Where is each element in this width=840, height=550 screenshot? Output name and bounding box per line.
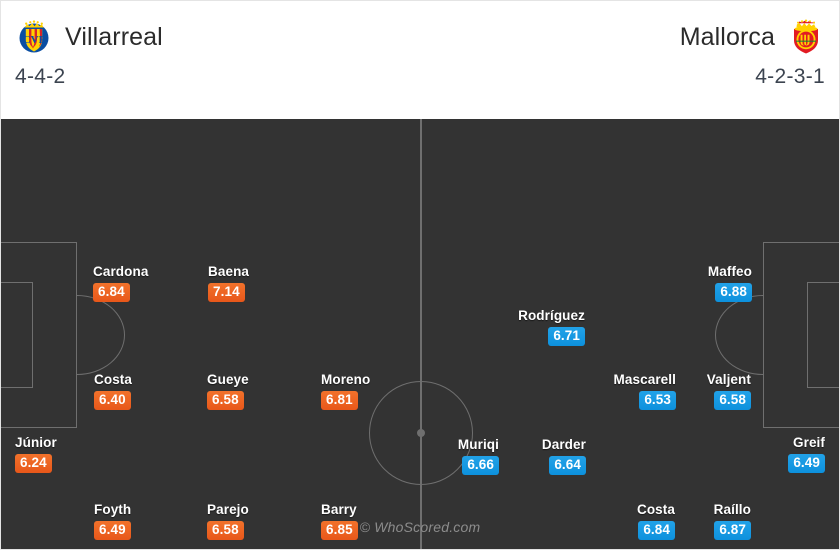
player-rating-badge: 6.84 [93, 283, 130, 302]
home-team-name: Villarreal [65, 22, 163, 51]
player-card[interactable]: Mascarell 6.53 [614, 372, 676, 410]
home-team-block: CVF Villarreal 4-4-2 [15, 17, 163, 89]
player-rating-badge: 6.85 [321, 521, 358, 540]
away-team-name: Mallorca [679, 22, 775, 51]
player-name: Raíllo [713, 502, 751, 517]
player-rating-badge: 6.58 [207, 521, 244, 540]
player-rating-badge: 6.88 [715, 283, 752, 302]
villarreal-crest-icon: CVF [15, 18, 53, 56]
player-name: Parejo [207, 502, 249, 517]
player-card[interactable]: Júnior 6.24 [15, 435, 57, 473]
player-card[interactable]: Darder 6.64 [542, 437, 586, 475]
player-name: Maffeo [707, 264, 752, 279]
player-card[interactable]: Foyth 6.49 [94, 502, 131, 540]
player-name: Gueye [207, 372, 249, 387]
player-name: Baena [208, 264, 250, 279]
match-header: CVF Villarreal 4-4-2 Mallorca [0, 0, 840, 119]
penalty-arc-left [77, 295, 125, 375]
player-name: Muriqi [457, 437, 499, 452]
player-card[interactable]: Valjent 6.58 [707, 372, 751, 410]
player-card[interactable]: Maffeo 6.88 [708, 264, 752, 302]
player-card[interactable]: Parejo 6.58 [207, 502, 249, 540]
center-circle [369, 381, 473, 485]
player-name: Greif [792, 435, 825, 450]
player-name: Costa [636, 502, 675, 517]
player-name: Rodríguez [518, 308, 585, 323]
goal-box-left [1, 282, 33, 388]
player-name: Costa [94, 372, 133, 387]
penalty-box-left [1, 242, 77, 428]
player-name: Barry [321, 502, 357, 517]
player-name: Mascarell [613, 372, 676, 387]
away-team-block: Mallorca [680, 17, 825, 89]
goal-box-right [807, 282, 839, 388]
player-card[interactable]: Baena 7.14 [208, 264, 249, 302]
mallorca-crest-icon [787, 18, 825, 56]
player-name: Valjent [706, 372, 751, 387]
player-card[interactable]: Gueye 6.58 [207, 372, 249, 410]
player-card[interactable]: Costa 6.40 [94, 372, 132, 410]
player-rating-badge: 6.49 [788, 454, 825, 473]
home-formation: 4-4-2 [15, 65, 66, 88]
player-rating-badge: 6.24 [15, 454, 52, 473]
player-card[interactable]: Cardona 6.84 [93, 264, 148, 302]
player-rating-badge: 6.81 [321, 391, 358, 410]
away-formation: 4-2-3-1 [755, 65, 825, 88]
halfway-line [420, 119, 422, 549]
player-name: Cardona [93, 264, 149, 279]
svg-text:CVF: CVF [23, 34, 46, 46]
player-card[interactable]: Greif 6.49 [788, 435, 825, 473]
player-rating-badge: 6.71 [548, 327, 585, 346]
center-spot [417, 429, 425, 437]
player-card[interactable]: Costa 6.84 [637, 502, 675, 540]
player-name: Darder [541, 437, 586, 452]
penalty-box-right [763, 242, 839, 428]
player-rating-badge: 6.53 [639, 391, 676, 410]
penalty-arc-right [715, 295, 763, 375]
player-rating-badge: 6.64 [549, 456, 586, 475]
player-rating-badge: 7.14 [208, 283, 245, 302]
player-rating-badge: 6.58 [207, 391, 244, 410]
player-card[interactable]: Raíllo 6.87 [714, 502, 751, 540]
player-rating-badge: 6.58 [714, 391, 751, 410]
player-rating-badge: 6.49 [94, 521, 131, 540]
player-card[interactable]: Muriqi 6.66 [458, 437, 499, 475]
player-rating-badge: 6.66 [462, 456, 499, 475]
player-rating-badge: 6.84 [638, 521, 675, 540]
player-card[interactable]: Rodríguez 6.71 [518, 308, 585, 346]
watermark: © WhoScored.com [359, 519, 481, 535]
player-card[interactable]: Moreno 6.81 [321, 372, 370, 410]
player-name: Moreno [321, 372, 371, 387]
player-name: Foyth [94, 502, 132, 517]
pitch: Júnior 6.24 Cardona 6.84 Baena 7.14 Costa 6.40 G… [0, 119, 840, 550]
player-card[interactable]: Barry 6.85 [321, 502, 358, 540]
player-rating-badge: 6.87 [714, 521, 751, 540]
player-name: Júnior [15, 435, 57, 450]
player-rating-badge: 6.40 [94, 391, 131, 410]
